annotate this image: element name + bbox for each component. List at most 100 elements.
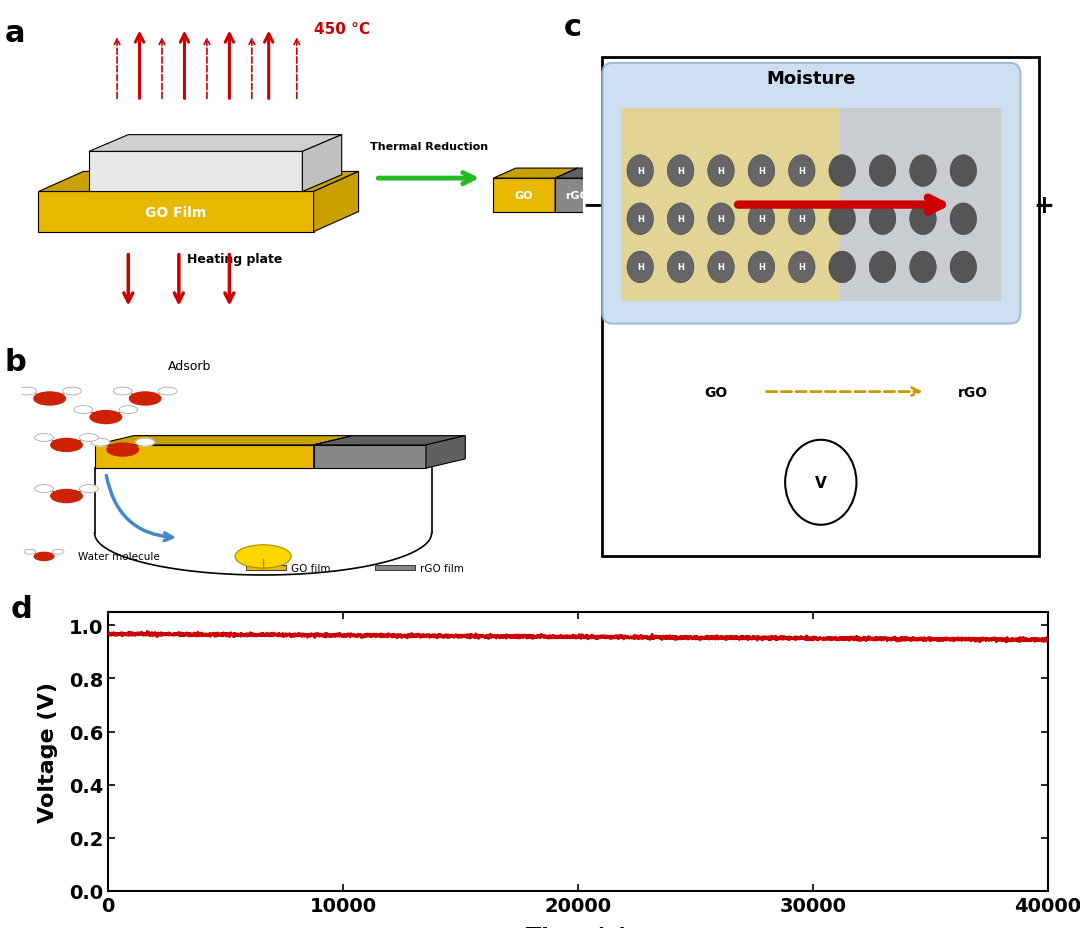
Circle shape (869, 203, 896, 236)
Bar (603, 58, 1039, 557)
Text: H: H (717, 167, 725, 176)
Circle shape (51, 439, 82, 452)
Circle shape (113, 388, 132, 395)
Text: rGO: rGO (958, 385, 988, 399)
Text: H: H (677, 167, 684, 176)
FancyBboxPatch shape (603, 64, 1021, 324)
Text: H: H (637, 215, 644, 224)
Circle shape (869, 251, 896, 283)
Polygon shape (39, 173, 359, 192)
Circle shape (35, 434, 54, 442)
Circle shape (119, 406, 138, 414)
Bar (840, 110, 1001, 302)
Text: −: − (582, 193, 604, 217)
Circle shape (80, 485, 98, 493)
Bar (246, 565, 285, 571)
Text: H: H (798, 167, 806, 176)
Polygon shape (494, 179, 555, 213)
Polygon shape (600, 169, 622, 213)
Polygon shape (555, 169, 622, 179)
Text: H: H (758, 167, 765, 176)
Text: H: H (758, 215, 765, 224)
Circle shape (788, 203, 815, 236)
Text: H: H (717, 264, 725, 272)
Circle shape (748, 156, 774, 187)
Text: H: H (798, 215, 806, 224)
Polygon shape (39, 192, 313, 232)
Polygon shape (426, 436, 465, 469)
Text: c: c (564, 13, 582, 42)
Circle shape (785, 440, 856, 525)
Circle shape (707, 203, 734, 236)
Text: GO: GO (704, 385, 728, 399)
Text: H: H (677, 264, 684, 272)
Text: Adsorb: Adsorb (168, 359, 212, 372)
Text: H: H (717, 215, 725, 224)
Circle shape (828, 203, 855, 236)
Circle shape (52, 549, 64, 555)
Text: H: H (637, 167, 644, 176)
Polygon shape (313, 436, 353, 469)
Circle shape (35, 553, 54, 561)
Polygon shape (95, 436, 353, 445)
Circle shape (80, 434, 98, 442)
Text: GO Film: GO Film (146, 205, 206, 219)
Circle shape (707, 156, 734, 187)
Text: H: H (758, 264, 765, 272)
Circle shape (158, 388, 177, 395)
Text: Heating plate: Heating plate (187, 252, 283, 265)
Text: GO: GO (515, 190, 534, 200)
Circle shape (626, 203, 653, 236)
Circle shape (51, 490, 82, 503)
Polygon shape (313, 173, 359, 232)
Polygon shape (555, 169, 578, 213)
Circle shape (91, 439, 110, 446)
Circle shape (626, 251, 653, 283)
Circle shape (90, 411, 122, 424)
Polygon shape (302, 135, 341, 192)
Text: +: + (1034, 193, 1054, 217)
Text: d: d (11, 594, 32, 623)
Circle shape (909, 251, 936, 283)
Circle shape (626, 156, 653, 187)
Y-axis label: Voltage (V): Voltage (V) (38, 681, 57, 822)
Polygon shape (313, 436, 465, 445)
Polygon shape (89, 152, 302, 192)
Polygon shape (313, 445, 426, 469)
Circle shape (24, 549, 36, 555)
Polygon shape (494, 169, 578, 179)
Bar (376, 565, 415, 571)
Circle shape (107, 444, 138, 457)
Text: Water molecule: Water molecule (78, 552, 160, 561)
Circle shape (130, 393, 161, 406)
Text: GO film: GO film (292, 563, 330, 573)
Text: V: V (815, 475, 826, 490)
Text: rGO: rGO (566, 190, 590, 200)
Circle shape (63, 388, 82, 395)
Circle shape (667, 156, 694, 187)
Circle shape (909, 203, 936, 236)
Text: 450 °C: 450 °C (313, 22, 369, 37)
Circle shape (136, 439, 154, 446)
Circle shape (667, 203, 694, 236)
Circle shape (707, 251, 734, 283)
Circle shape (950, 203, 976, 236)
Circle shape (33, 393, 66, 406)
Circle shape (828, 156, 855, 187)
Text: b: b (4, 348, 27, 377)
FancyBboxPatch shape (92, 189, 306, 200)
Circle shape (667, 251, 694, 283)
X-axis label: Time (s): Time (s) (526, 926, 630, 928)
Circle shape (748, 203, 774, 236)
Text: Moisture: Moisture (767, 70, 856, 87)
Polygon shape (95, 445, 313, 469)
Circle shape (235, 545, 292, 568)
Polygon shape (89, 135, 341, 152)
Text: H: H (637, 264, 644, 272)
Circle shape (950, 251, 976, 283)
Polygon shape (555, 179, 600, 213)
Circle shape (828, 251, 855, 283)
Text: H: H (677, 215, 684, 224)
Circle shape (35, 485, 54, 493)
Circle shape (73, 406, 93, 414)
